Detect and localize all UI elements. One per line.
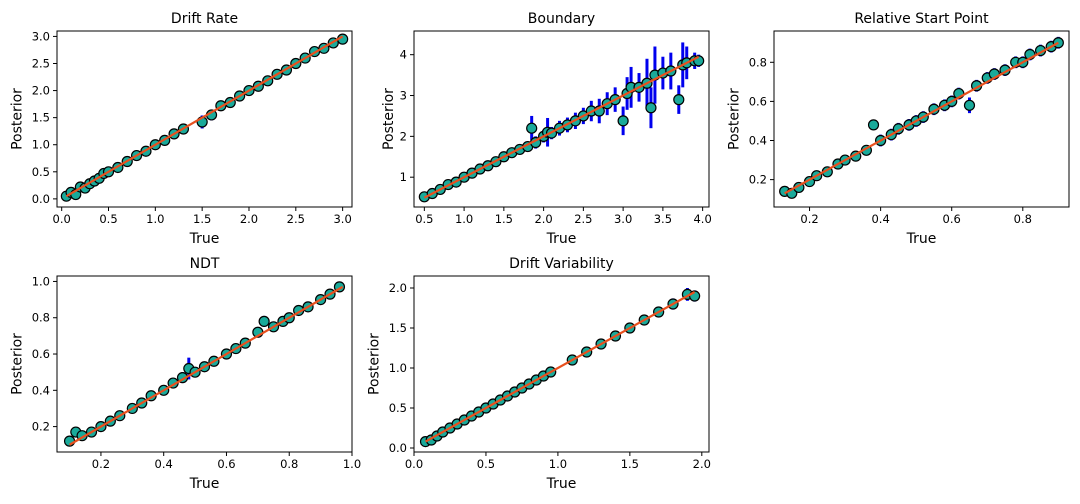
data-point (645, 102, 657, 114)
y-tick-label: 2.5 (32, 56, 50, 70)
x-tick-label: 0.6 (943, 212, 961, 226)
y-tick-label: 2.0 (32, 84, 50, 98)
x-tick-label: 2.5 (287, 212, 305, 226)
x-tick-label: 0.4 (871, 212, 889, 226)
x-tick-label: 1.0 (146, 212, 164, 226)
y-tick-label: 1.5 (32, 111, 50, 125)
x-tick-label: 0.2 (800, 212, 818, 226)
y-axis-label: Posterior (381, 88, 397, 150)
subplot-2: 0.5 1.0 1.5 2.0 2.5 3.0 3.5 4.0 1 2 3 4 Boundary True… (381, 11, 712, 247)
data-point (963, 99, 976, 111)
axes-frame (413, 30, 710, 208)
x-tick-label: 2.0 (534, 212, 552, 226)
identity-line (423, 55, 700, 199)
data-point (617, 115, 629, 127)
x-tick-label: 1.5 (495, 212, 513, 226)
x-tick-label: 0.8 (1014, 212, 1032, 226)
x-tick-label: 2.5 (574, 212, 592, 226)
data-point (673, 94, 685, 106)
x-tick-label: 0.2 (92, 457, 110, 471)
y-tick-label: 0.0 (32, 192, 50, 206)
plot-area (779, 36, 1064, 199)
x-tick-label: 0.6 (217, 457, 235, 471)
x-axis-label: True (189, 476, 220, 492)
x-axis-label: True (189, 231, 220, 247)
x-tick-label: 0.5 (477, 457, 495, 471)
axes-frame (56, 275, 353, 453)
subplot-1: 0.0 0.5 1.0 1.5 2.0 2.5 3.0 0.0 0.5 1.0 1.5 2.0 2.5 3… (9, 11, 353, 247)
subplot-title: Relative Start Point (854, 11, 989, 27)
subplot-title: Drift Rate (171, 11, 238, 27)
plot-area (419, 288, 701, 448)
y-tick-label: 0.5 (32, 165, 50, 179)
x-tick-label: 0.8 (280, 457, 298, 471)
identity-line (784, 41, 1059, 195)
x-axis-label: True (906, 231, 937, 247)
y-tick-label: 0.2 (32, 420, 50, 434)
x-tick-label: 3.5 (654, 212, 672, 226)
y-tick-label: 2.0 (389, 281, 407, 295)
identity-line (69, 285, 344, 446)
subplot-title: Boundary (528, 11, 595, 27)
subplot-4: 0.2 0.4 0.6 0.8 1.0 0.2 0.4 0.6 0.8 1.0 NDT True Pos… (9, 256, 361, 492)
data-point (867, 119, 880, 131)
subplot-5: 0.0 0.5 1.0 1.5 2.0 0.0 0.5 1.0 1.5 2.0 Drift Vari… (366, 256, 711, 492)
y-tick-label: 3.0 (32, 29, 50, 43)
y-tick-label: 0.6 (32, 347, 50, 361)
y-tick-label: 0.0 (389, 441, 407, 455)
x-tick-label: 1.5 (621, 457, 639, 471)
y-tick-label: 0.4 (32, 383, 50, 397)
y-tick-label: 3 (400, 89, 407, 103)
plot-area (63, 281, 346, 447)
y-tick-label: 0.8 (32, 311, 50, 325)
y-tick-label: 1 (400, 170, 407, 184)
x-tick-label: 3.0 (614, 212, 632, 226)
x-tick-label: 1.0 (549, 457, 567, 471)
subplot-title: NDT (190, 256, 220, 272)
y-tick-label: 1.5 (389, 321, 407, 335)
y-axis-label: Posterior (9, 88, 25, 150)
y-tick-label: 0.4 (749, 134, 767, 148)
subplot-title: Drift Variability (509, 256, 614, 272)
x-tick-label: 0.5 (415, 212, 433, 226)
plot-area (60, 33, 349, 202)
data-point (258, 315, 270, 327)
x-tick-label: 2.0 (693, 457, 711, 471)
axes-frame (56, 30, 353, 208)
x-tick-label: 2.0 (240, 212, 258, 226)
identity-line (65, 35, 344, 198)
x-tick-label: 3.0 (333, 212, 351, 226)
identity-line (424, 291, 696, 443)
x-tick-label: 0.4 (155, 457, 173, 471)
y-axis-label: Posterior (726, 88, 742, 150)
y-tick-label: 1.0 (32, 138, 50, 152)
y-tick-label: 0.6 (749, 94, 767, 108)
y-tick-label: 0.8 (749, 55, 767, 69)
x-tick-label: 1.5 (193, 212, 211, 226)
axes-frame (773, 30, 1070, 208)
subplot-3: 0.2 0.4 0.6 0.8 0.2 0.4 0.6 0.8 Relative Start P… (726, 11, 1070, 247)
y-tick-label: 2 (400, 129, 407, 143)
x-tick-label: 0.5 (99, 212, 117, 226)
data-point (526, 122, 538, 134)
y-axis-label: Posterior (9, 333, 25, 395)
y-tick-label: 1.0 (389, 361, 407, 375)
axes-frame (413, 275, 710, 453)
x-tick-label: 0.0 (405, 457, 423, 471)
x-tick-label: 1.0 (343, 457, 361, 471)
plot-area (418, 42, 705, 203)
x-tick-label: 4.0 (693, 212, 711, 226)
x-tick-label: 1.0 (455, 212, 473, 226)
y-tick-label: 1.0 (32, 274, 50, 288)
y-tick-label: 0.5 (389, 401, 407, 415)
y-tick-label: 0.2 (749, 173, 767, 187)
x-axis-label: True (546, 476, 577, 492)
x-axis-label: True (546, 231, 577, 247)
y-axis-label: Posterior (366, 333, 382, 395)
x-tick-label: 0.0 (53, 212, 71, 226)
y-tick-label: 4 (400, 48, 407, 62)
